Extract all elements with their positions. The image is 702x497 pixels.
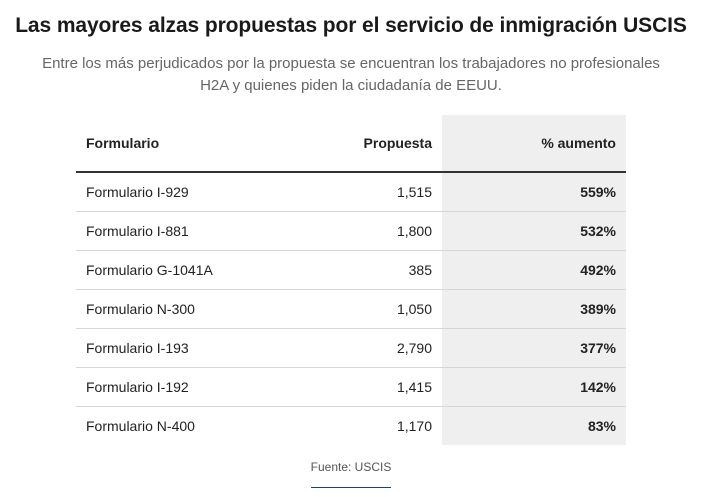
- table-row: Formulario N-400 1,170 83%: [76, 406, 626, 445]
- source-underline: [311, 487, 391, 488]
- cell-proposal: 385: [276, 250, 442, 290]
- source-link[interactable]: Fuente: USCIS: [310, 460, 392, 474]
- table-row: Formulario I-929 1,515 559%: [76, 172, 626, 212]
- table-row: Formulario I-193 2,790 377%: [76, 328, 626, 368]
- cell-proposal: 1,170: [396, 417, 432, 434]
- table-row: Formulario N-300 1,050 389%: [76, 289, 626, 329]
- table-row: Formulario I-192 1,415 142%: [76, 367, 626, 407]
- column-header-form: Formulario: [76, 115, 276, 173]
- data-table: Formulario Propuesta % aumento Formulari…: [76, 115, 626, 445]
- cell-form: Formulario I-881: [76, 211, 276, 251]
- cell-increase: 492%: [442, 250, 626, 290]
- column-header-increase: % aumento: [442, 115, 626, 173]
- cell-increase: 83%: [587, 417, 616, 434]
- cell-form: Formulario I-193: [76, 328, 276, 368]
- chart-title: Las mayores alzas propuestas por el serv…: [15, 14, 687, 37]
- cell-proposal: 1,050: [276, 289, 442, 329]
- cell-increase: 377%: [442, 328, 626, 368]
- cell-proposal: 1,415: [276, 367, 442, 407]
- chart-subtitle: Entre los más perjudicados por la propue…: [42, 55, 660, 94]
- cell-increase: 532%: [442, 211, 626, 251]
- cell-increase: 389%: [442, 289, 626, 329]
- table-row: Formulario G-1041A 385 492%: [76, 250, 626, 290]
- table-row: Formulario I-881 1,800 532%: [76, 211, 626, 251]
- cell-increase: 142%: [442, 367, 626, 407]
- column-header-proposal: Propuesta: [276, 115, 442, 173]
- data-table-container: Formulario Propuesta % aumento Formulari…: [76, 115, 626, 445]
- cell-form: Formulario G-1041A: [76, 250, 276, 290]
- cell-proposal: 1,515: [276, 172, 442, 212]
- cell-form: Formulario I-929: [76, 172, 276, 212]
- cell-form: Formulario N-300: [76, 289, 276, 329]
- cell-proposal: 2,790: [276, 328, 442, 368]
- cell-proposal: 1,800: [276, 211, 442, 251]
- table-header-row: Formulario Propuesta % aumento: [76, 115, 626, 173]
- cell-form: Formulario I-192: [76, 367, 276, 407]
- cell-increase: 559%: [442, 172, 626, 212]
- cell-form: Formulario N-400: [86, 417, 195, 434]
